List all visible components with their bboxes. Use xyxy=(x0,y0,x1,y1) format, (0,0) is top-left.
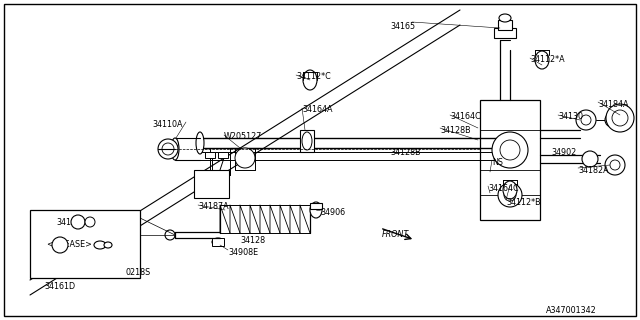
Text: 34165: 34165 xyxy=(390,22,415,31)
Ellipse shape xyxy=(171,138,179,160)
Circle shape xyxy=(162,143,174,155)
Ellipse shape xyxy=(94,241,106,249)
Bar xyxy=(310,203,322,209)
Text: 34906: 34906 xyxy=(320,208,345,217)
Circle shape xyxy=(498,183,522,207)
Ellipse shape xyxy=(196,132,204,154)
Text: 0218S: 0218S xyxy=(126,268,151,277)
Circle shape xyxy=(85,217,95,227)
Circle shape xyxy=(165,230,175,240)
Text: W205127: W205127 xyxy=(224,132,262,141)
Text: 34112*C: 34112*C xyxy=(296,72,331,81)
Circle shape xyxy=(606,104,634,132)
Text: 34110A: 34110A xyxy=(152,120,182,129)
Circle shape xyxy=(71,215,85,229)
Ellipse shape xyxy=(302,132,312,150)
Ellipse shape xyxy=(212,238,224,246)
Text: 34164C: 34164C xyxy=(450,112,481,121)
Text: FRONT: FRONT xyxy=(382,230,409,239)
Ellipse shape xyxy=(499,14,511,22)
Ellipse shape xyxy=(535,51,549,69)
Bar xyxy=(498,20,512,30)
Ellipse shape xyxy=(310,202,322,218)
Circle shape xyxy=(504,189,516,201)
Bar xyxy=(212,238,224,246)
Circle shape xyxy=(500,140,520,160)
Text: NS: NS xyxy=(492,158,503,167)
Text: 34908E: 34908E xyxy=(228,248,258,257)
Circle shape xyxy=(158,139,178,159)
Bar xyxy=(194,170,229,198)
Bar xyxy=(494,28,516,38)
Text: 34190J: 34190J xyxy=(56,218,83,227)
Circle shape xyxy=(582,151,598,167)
Text: 34130: 34130 xyxy=(558,112,583,121)
Bar xyxy=(300,130,314,152)
Bar xyxy=(218,152,228,158)
Text: A347001342: A347001342 xyxy=(546,306,596,315)
Ellipse shape xyxy=(303,70,317,90)
Circle shape xyxy=(605,113,619,127)
Text: 34128B: 34128B xyxy=(390,148,420,157)
Text: 34161D: 34161D xyxy=(44,282,75,291)
Circle shape xyxy=(492,132,528,168)
Text: 34164C: 34164C xyxy=(488,184,518,193)
Text: 34128B: 34128B xyxy=(440,126,470,135)
Text: 34112*B: 34112*B xyxy=(506,198,541,207)
Text: 34128: 34128 xyxy=(240,236,265,245)
Text: 34184A: 34184A xyxy=(598,100,628,109)
Text: 34164A: 34164A xyxy=(302,105,333,114)
Circle shape xyxy=(235,148,255,168)
Circle shape xyxy=(610,160,620,170)
Text: <GREASE>: <GREASE> xyxy=(46,240,92,249)
Bar xyxy=(30,210,140,278)
Polygon shape xyxy=(480,100,540,220)
Circle shape xyxy=(612,110,628,126)
Circle shape xyxy=(52,237,68,253)
Text: 34902: 34902 xyxy=(551,148,576,157)
Circle shape xyxy=(581,115,591,125)
Ellipse shape xyxy=(503,181,517,199)
Circle shape xyxy=(576,110,596,130)
Text: 34182A: 34182A xyxy=(578,166,609,175)
Circle shape xyxy=(605,155,625,175)
Bar xyxy=(205,152,215,158)
Text: 34187A: 34187A xyxy=(198,202,228,211)
Ellipse shape xyxy=(104,242,112,248)
Text: 34112*A: 34112*A xyxy=(530,55,564,64)
